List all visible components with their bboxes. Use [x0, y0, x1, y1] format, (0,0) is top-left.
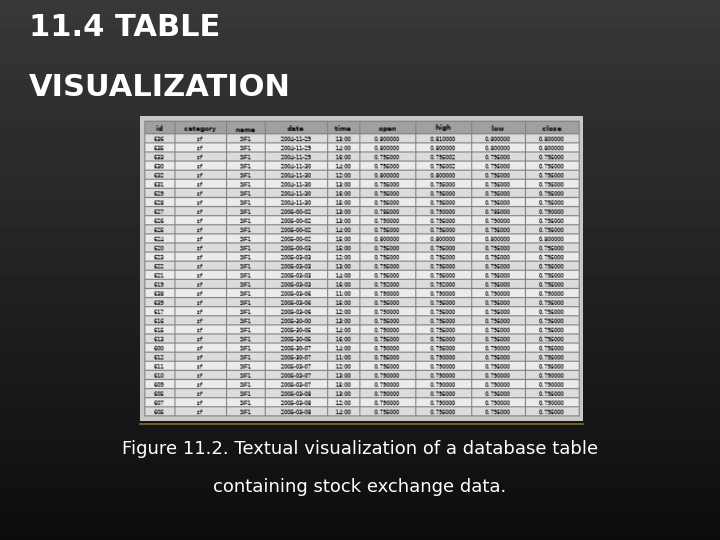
- Text: Figure 11.2. Textual visualization of a database table: Figure 11.2. Textual visualization of a …: [122, 440, 598, 458]
- Text: VISUALIZATION: VISUALIZATION: [29, 73, 291, 102]
- Text: 11.4 TABLE: 11.4 TABLE: [29, 14, 220, 43]
- Text: containing stock exchange data.: containing stock exchange data.: [213, 478, 507, 496]
